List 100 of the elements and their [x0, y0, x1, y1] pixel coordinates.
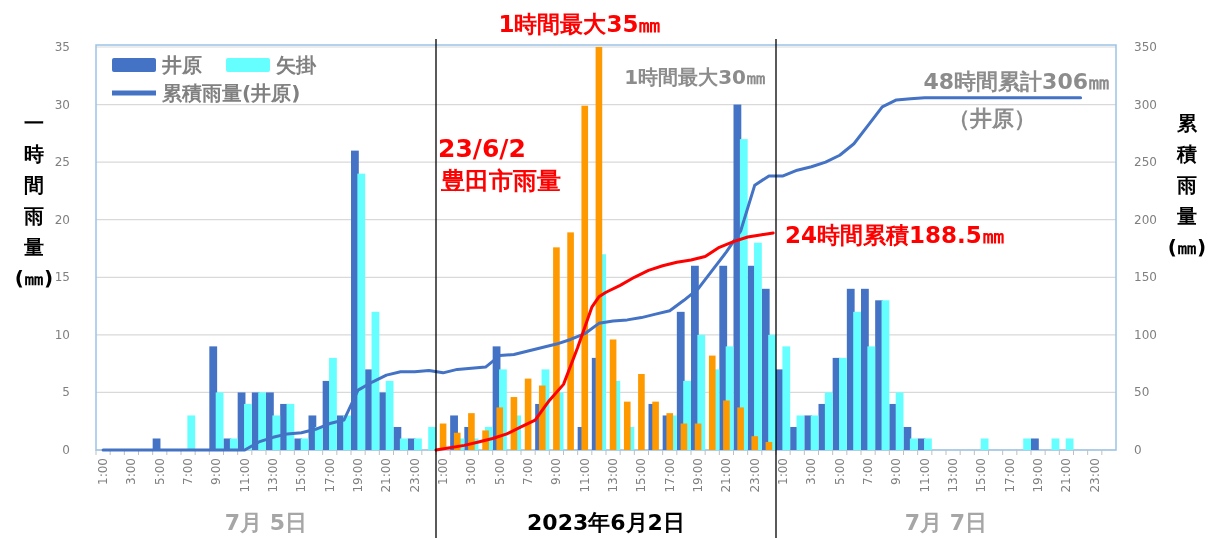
x-tick-label: 3:00 — [124, 458, 139, 485]
annotation: 豊田市雨量 — [440, 167, 561, 195]
bar — [496, 407, 504, 450]
bar — [1051, 438, 1060, 450]
text: 2023年6月2日 — [527, 510, 685, 535]
x-tick-label: 11:00 — [237, 458, 252, 493]
bar — [895, 392, 904, 450]
bar — [1031, 438, 1039, 450]
text: 7月 5日 — [224, 510, 308, 535]
x-tick-label: 11:00 — [917, 458, 932, 493]
x-tick-label: 19:00 — [1031, 458, 1046, 493]
x-tick-label: 21:00 — [719, 458, 734, 493]
bar — [244, 403, 252, 450]
bar — [399, 438, 408, 450]
x-tick-label: 7:00 — [861, 458, 876, 485]
x-tick-label: 21:00 — [379, 458, 394, 493]
bar — [329, 357, 337, 450]
x-tick-label: 1:00 — [96, 458, 111, 485]
legend-label: 累積雨量(井原) — [161, 81, 301, 105]
x-tick-label: 9:00 — [549, 458, 564, 485]
annotation: （井原） — [948, 106, 1036, 131]
bar — [567, 232, 574, 450]
y-tick-label: 35 — [54, 40, 70, 54]
x-tick-label: 15:00 — [974, 458, 989, 493]
bar — [623, 401, 631, 450]
x-tick-label: 23:00 — [747, 458, 762, 493]
bar — [751, 436, 759, 450]
y-tick-label: 25 — [54, 155, 70, 170]
x-tick-label: 7:00 — [521, 458, 536, 485]
bar — [867, 346, 876, 450]
y2-tick-label: 0 — [1134, 443, 1142, 457]
bar — [924, 438, 932, 450]
x-tick-label: 23:00 — [407, 458, 422, 493]
x-tick-label: 17:00 — [1002, 458, 1017, 493]
y-tick-label: 0 — [62, 443, 70, 457]
x-tick-label: 11:00 — [577, 458, 592, 493]
x-tick-label: 13:00 — [266, 458, 281, 493]
annotation: 48時間累計306㎜ — [923, 69, 1110, 94]
bar — [468, 413, 475, 450]
y2-tick-label: 50 — [1134, 385, 1150, 400]
bar — [782, 346, 791, 450]
y-tick-label: 10 — [54, 327, 70, 342]
y2-tick-label: 200 — [1134, 212, 1157, 227]
x-tick-label: 1:00 — [436, 458, 451, 485]
x-tick-label: 15:00 — [634, 458, 649, 493]
legend-label: 矢掛 — [275, 53, 317, 77]
x-tick-label: 15:00 — [294, 458, 309, 493]
bar — [853, 311, 861, 450]
x-tick-label: 9:00 — [889, 458, 904, 485]
legend-label: 井原 — [161, 53, 202, 77]
bar — [272, 415, 281, 450]
bar — [581, 105, 589, 450]
x-tick-label: 13:00 — [606, 458, 621, 493]
bar — [638, 374, 645, 450]
y-tick-label: 30 — [54, 97, 70, 112]
text: 7月 7日 — [904, 510, 988, 535]
x-tick-label: 21:00 — [1059, 458, 1074, 493]
x-tick-label: 17:00 — [322, 458, 337, 493]
y2-axis-title: 累積雨量(㎜) — [1167, 111, 1207, 259]
bar — [796, 415, 805, 450]
bar — [609, 339, 617, 450]
text: 1時間最大35㎜ — [498, 11, 662, 37]
x-tick-label: 13:00 — [946, 458, 961, 493]
y2-tick-label: 300 — [1134, 97, 1157, 112]
y-tick-label: 20 — [54, 212, 70, 227]
annotation: 1時間最大30㎜ — [624, 65, 766, 89]
x-tick-label: 19:00 — [691, 458, 706, 493]
bar — [300, 438, 309, 450]
x-tick-label: 3:00 — [464, 458, 479, 485]
x-tick-label: 5:00 — [832, 458, 847, 485]
bar — [723, 400, 730, 450]
bar — [909, 438, 918, 450]
x-tick-label: 9:00 — [209, 458, 224, 485]
y2-tick-label: 350 — [1134, 40, 1157, 54]
bar — [343, 415, 351, 450]
x-tick-label: 5:00 — [492, 458, 507, 485]
bar — [215, 392, 224, 450]
x-tick-label: 7:00 — [181, 458, 196, 485]
y2-tick-label: 250 — [1134, 155, 1157, 170]
bar — [209, 346, 218, 450]
x-tick-label: 3:00 — [804, 458, 819, 485]
y-axis-title: 一時間雨量(㎜) — [14, 111, 54, 290]
bar — [229, 438, 238, 450]
y-tick-label: 15 — [54, 270, 70, 285]
x-tick-label: 23:00 — [1087, 458, 1102, 493]
annotation: 24時間累積188.5㎜ — [785, 222, 1005, 248]
bar — [314, 426, 323, 450]
bar — [652, 401, 659, 450]
bar — [538, 385, 546, 450]
bar — [708, 355, 716, 450]
bar — [980, 438, 989, 450]
bar — [553, 247, 560, 450]
annotation: 23/6/2 — [438, 134, 526, 163]
bar — [357, 173, 366, 450]
bar — [1023, 438, 1031, 450]
bar — [1065, 438, 1074, 450]
x-tick-label: 1:00 — [776, 458, 791, 485]
bar — [881, 300, 890, 450]
bar — [754, 242, 762, 450]
bar — [258, 392, 266, 450]
